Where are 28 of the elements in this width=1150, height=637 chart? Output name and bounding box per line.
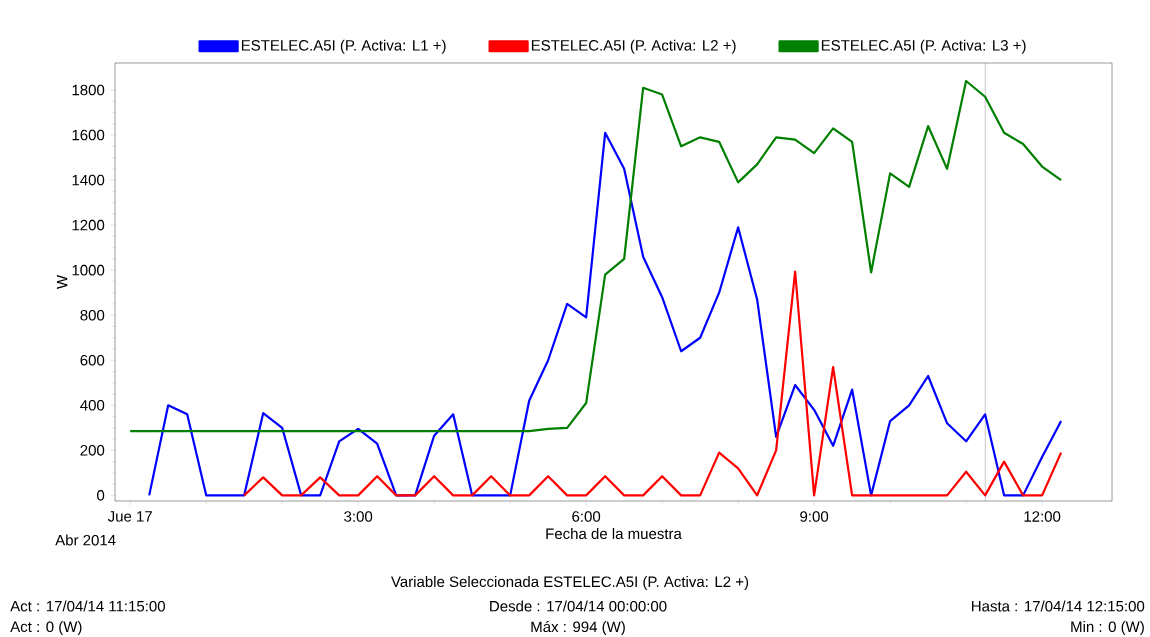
text: Act : 17/04/14 11:15:00 [10, 600, 165, 612]
y-tick-label: 400 [80, 399, 105, 411]
y-tick-label: 1200 [72, 219, 105, 231]
text: Abr 2014 [55, 534, 116, 546]
legend-label: ESTELEC.A5I (P. Activa: L3 +) [821, 39, 1026, 54]
legend-label: ESTELEC.A5I (P. Activa: L2 +) [531, 39, 736, 54]
y-tick-label: 1800 [72, 84, 105, 96]
text: Desde : 17/04/14 00:00:00 [490, 600, 667, 612]
text: Hasta : 17/04/14 12:15:00 [972, 600, 1145, 612]
y-axis-title: W [56, 274, 68, 290]
x-axis-title: Fecha de la muestra [546, 528, 682, 540]
y-tick-label: 1400 [72, 174, 105, 186]
x-tick-label: 9:00 [800, 511, 829, 522]
text: Variable Seleccionada ESTELEC.A5I (P. Activa: L2 +) [391, 576, 749, 590]
y-tick-label: 1000 [72, 264, 105, 276]
y-tick-label: 1600 [72, 129, 105, 141]
y-tick-label: 200 [80, 445, 105, 456]
x-tick-label: 6:00 [572, 511, 601, 522]
x-tick-label: Jue 17 [107, 511, 152, 522]
text: Act : 0 (W) [10, 621, 82, 635]
text: Min : 0 (W) [1071, 621, 1144, 635]
text: Máx : 994 (W) [531, 620, 625, 636]
legend-label: ESTELEC.A5I (P. Activa: L1 +) [241, 39, 446, 54]
y-tick-label: 0 [97, 490, 105, 501]
x-tick-label: 3:00 [344, 511, 373, 522]
y-tick-label: 600 [80, 354, 105, 366]
x-tick-label: 12:00 [1024, 511, 1061, 522]
y-tick-label: 800 [80, 309, 105, 321]
